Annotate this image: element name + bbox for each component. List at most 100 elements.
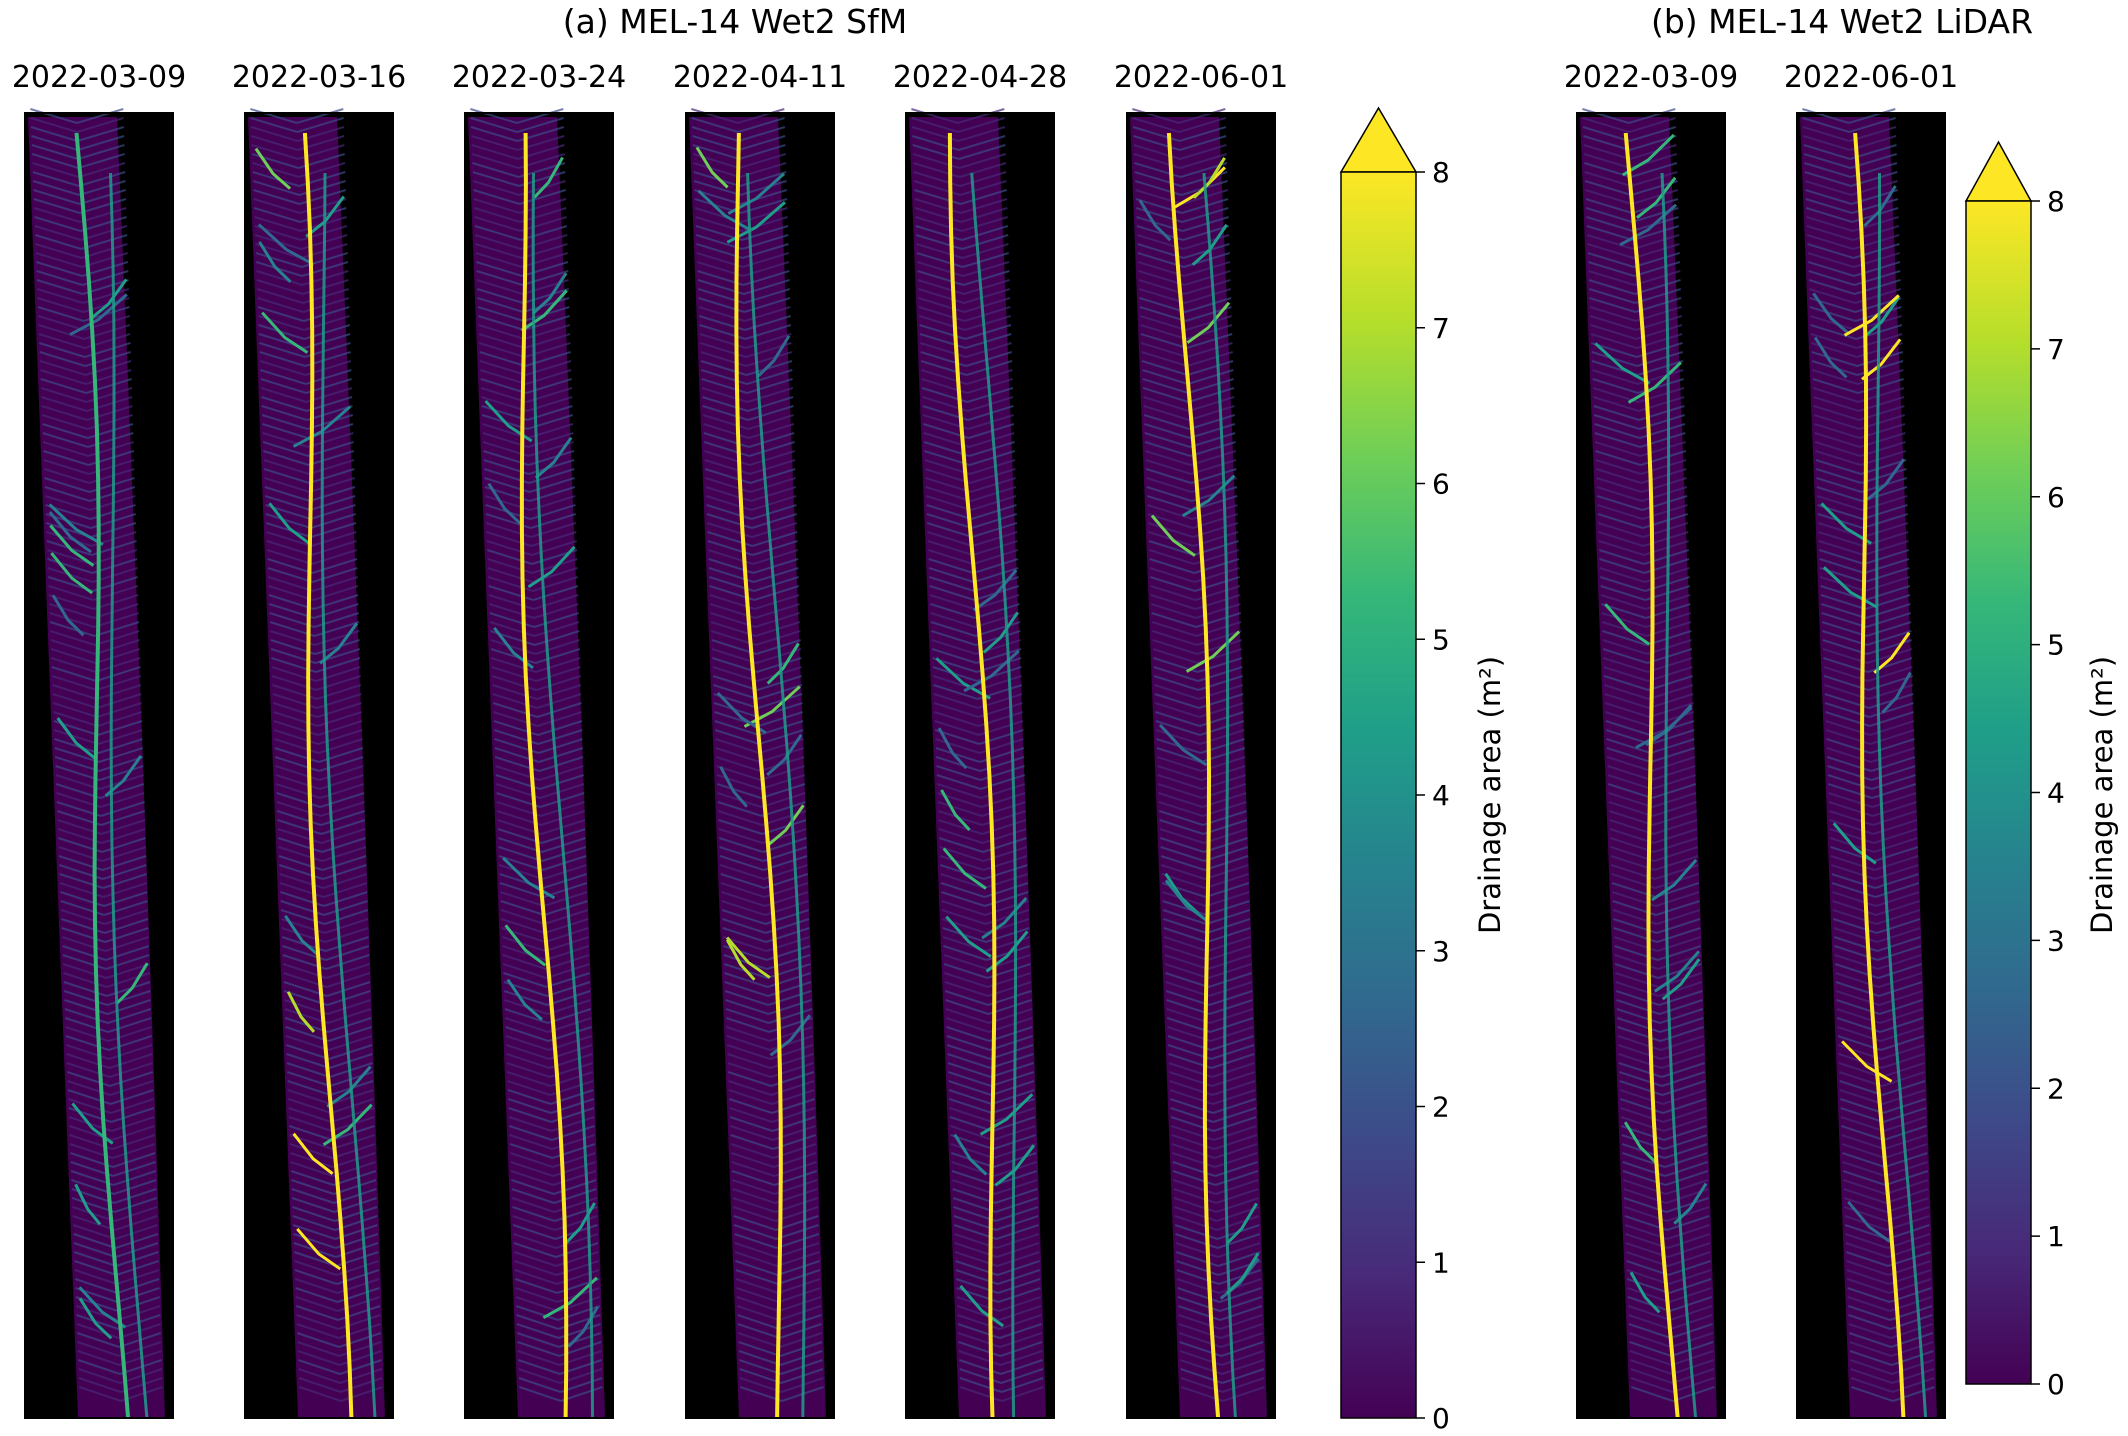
- flow-texture: [1001, 1386, 1044, 1402]
- flow-texture: [1870, 756, 1916, 772]
- flow-texture: [981, 801, 1026, 817]
- flow-texture: [114, 1197, 158, 1213]
- flow-texture: [703, 441, 750, 457]
- tributary-channel: [56, 717, 96, 760]
- flow-texture: [66, 1062, 111, 1078]
- flow-texture: [1588, 270, 1635, 286]
- flow-texture: [996, 1251, 1040, 1267]
- flow-texture: [1653, 837, 1698, 853]
- colorbar-a-gradient: [1340, 171, 1417, 1419]
- flow-texture: [745, 351, 793, 367]
- flow-texture: [747, 387, 794, 403]
- flow-texture: [778, 1305, 822, 1321]
- flow-texture: [497, 828, 542, 844]
- flow-texture: [744, 315, 791, 331]
- tributary-channel: [257, 223, 315, 266]
- flow-texture: [1163, 918, 1208, 934]
- flow-texture: [712, 675, 758, 691]
- flow-texture: [733, 1206, 777, 1222]
- flow-texture: [760, 774, 806, 790]
- flow-texture: [515, 1287, 558, 1303]
- flow-texture: [1594, 441, 1641, 457]
- flow-texture: [34, 225, 82, 241]
- flow-texture: [100, 801, 145, 817]
- flow-texture: [705, 477, 751, 493]
- flow-texture: [1868, 675, 1913, 691]
- flow-texture: [95, 666, 141, 682]
- flow-texture: [769, 1026, 813, 1042]
- flow-texture: [1618, 1053, 1662, 1069]
- flow-texture: [1196, 630, 1242, 646]
- flow-texture: [775, 1206, 819, 1222]
- flow-texture: [1804, 180, 1852, 196]
- flow-texture: [1873, 837, 1918, 853]
- flow-texture: [999, 1323, 1042, 1339]
- flow-texture: [737, 1314, 780, 1330]
- flow-texture: [516, 1332, 560, 1348]
- flow-texture: [927, 549, 974, 565]
- flow-texture: [1140, 324, 1187, 340]
- flow-texture: [62, 945, 107, 961]
- colorbar-a-extend-arrow: [1339, 106, 1418, 173]
- flow-texture: [250, 126, 298, 142]
- flow-texture: [1808, 270, 1855, 286]
- flow-texture: [726, 1044, 771, 1060]
- flow-texture: [517, 1350, 560, 1366]
- main-channel: [947, 132, 997, 1419]
- flow-texture: [534, 630, 580, 646]
- flow-texture: [540, 810, 586, 826]
- flow-texture: [54, 747, 100, 763]
- flow-texture: [298, 1368, 341, 1384]
- flow-texture: [991, 1080, 1035, 1096]
- flow-texture: [1629, 1341, 1672, 1357]
- flow-texture: [262, 441, 309, 457]
- flow-texture: [1151, 603, 1197, 619]
- flow-texture: [38, 324, 85, 340]
- flow-texture: [1175, 1233, 1218, 1249]
- flow-texture: [308, 468, 355, 484]
- flow-texture: [547, 1008, 592, 1024]
- flow-texture: [918, 297, 965, 313]
- flow-texture: [1627, 1296, 1671, 1312]
- flow-texture: [1842, 1152, 1886, 1168]
- flow-texture: [1188, 387, 1235, 403]
- flow-texture: [471, 135, 519, 151]
- flow-texture: [1590, 315, 1637, 331]
- flow-texture: [470, 126, 518, 142]
- flow-texture: [1664, 1161, 1708, 1177]
- flow-texture: [998, 1287, 1041, 1303]
- flow-texture: [93, 594, 139, 610]
- flow-texture: [1867, 666, 1913, 682]
- flow-texture: [736, 1287, 779, 1303]
- flow-texture: [1802, 108, 1850, 124]
- flow-texture: [274, 756, 320, 772]
- flow-texture: [744, 306, 791, 322]
- flow-texture: [312, 567, 358, 583]
- flow-texture: [974, 594, 1020, 610]
- flow-texture: [55, 774, 101, 790]
- flow-texture: [1655, 882, 1700, 898]
- flow-texture: [480, 378, 527, 394]
- flow-texture: [926, 504, 972, 520]
- flow-texture: [1588, 279, 1636, 295]
- tributary-channel: [1843, 294, 1900, 337]
- flow-texture: [913, 180, 961, 196]
- flow-texture: [297, 1341, 340, 1357]
- flow-texture: [308, 459, 355, 475]
- flow-texture: [1649, 711, 1695, 727]
- flow-texture: [311, 531, 357, 547]
- flow-texture: [1182, 234, 1230, 250]
- flow-texture: [537, 711, 583, 727]
- flow-texture: [48, 585, 94, 601]
- flow-texture: [1188, 396, 1235, 412]
- flow-texture: [1210, 1044, 1255, 1060]
- flow-texture: [117, 1287, 160, 1303]
- flow-texture: [1186, 351, 1234, 367]
- flow-texture: [1842, 1170, 1886, 1186]
- panel-frame: [464, 112, 614, 1419]
- flow-texture: [762, 819, 807, 835]
- secondary-channel: [109, 172, 149, 1419]
- flow-texture: [937, 801, 983, 817]
- flow-texture: [1808, 288, 1856, 304]
- flow-texture: [994, 1188, 1038, 1204]
